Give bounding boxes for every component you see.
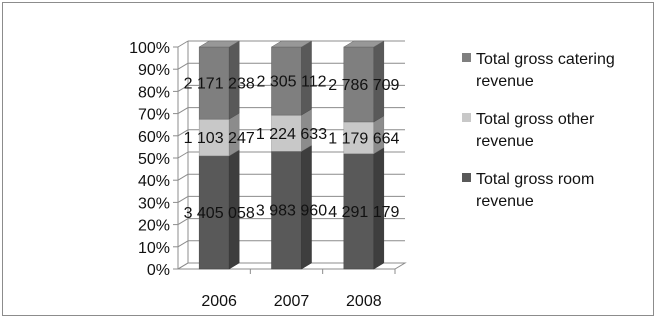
data-label: 2 171 238 <box>184 76 255 93</box>
legend-swatch <box>462 53 471 62</box>
gridline-side <box>177 107 189 115</box>
gridline-side <box>177 173 189 181</box>
bar-segment <box>198 46 230 120</box>
legend-label: Total gross room revenue <box>476 171 594 210</box>
y-tick-label: 30% <box>138 195 170 212</box>
gridline-side <box>177 84 189 92</box>
gridline-side <box>177 40 189 48</box>
y-tick-label: 10% <box>138 240 170 257</box>
gridline-side <box>177 218 189 226</box>
gridline-side <box>177 240 189 248</box>
data-label: 3 983 960 <box>256 203 327 220</box>
bar-top <box>198 40 241 48</box>
y-tick-label: 60% <box>138 129 170 146</box>
legend-label: Total gross other revenue <box>476 111 595 150</box>
bar-segment <box>343 121 375 154</box>
data-label: 3 405 058 <box>184 205 255 222</box>
data-label: 4 291 179 <box>328 204 399 221</box>
y-tick-label: 100% <box>129 40 170 57</box>
x-tick-label: 2007 <box>274 293 310 310</box>
bar-segment <box>271 46 302 116</box>
y-tick-label: 50% <box>138 151 170 168</box>
y-tick-label: 90% <box>138 62 170 79</box>
y-tick-label: 70% <box>138 107 170 124</box>
gridline-side <box>177 195 189 203</box>
y-tick-label: 20% <box>138 218 170 235</box>
bar-segment <box>198 155 230 270</box>
legend-label: Total gross catering revenue <box>476 51 615 90</box>
chart-frame <box>2 2 654 316</box>
legend-swatch <box>462 113 471 122</box>
bar-segment <box>271 151 302 270</box>
bar-segment <box>271 114 302 152</box>
bar-top <box>342 40 385 48</box>
legend-swatch <box>462 173 471 182</box>
data-label: 1 224 633 <box>256 126 327 143</box>
x-tick-label: 2006 <box>201 293 237 310</box>
data-label: 2 305 112 <box>257 74 327 91</box>
bar-segment <box>343 46 375 123</box>
x-tick-label: 2008 <box>346 293 382 310</box>
gridline-side <box>177 129 189 137</box>
data-label: 1 103 247 <box>184 130 255 147</box>
data-label: 1 179 664 <box>328 130 399 147</box>
y-tick-label: 40% <box>138 173 170 190</box>
bar-top <box>270 40 313 48</box>
gridline-side <box>177 62 189 70</box>
y-tick-label: 80% <box>138 84 170 101</box>
data-label: 2 786 709 <box>328 77 399 94</box>
gridline-side <box>177 151 189 159</box>
y-tick-label: 0% <box>147 262 170 279</box>
